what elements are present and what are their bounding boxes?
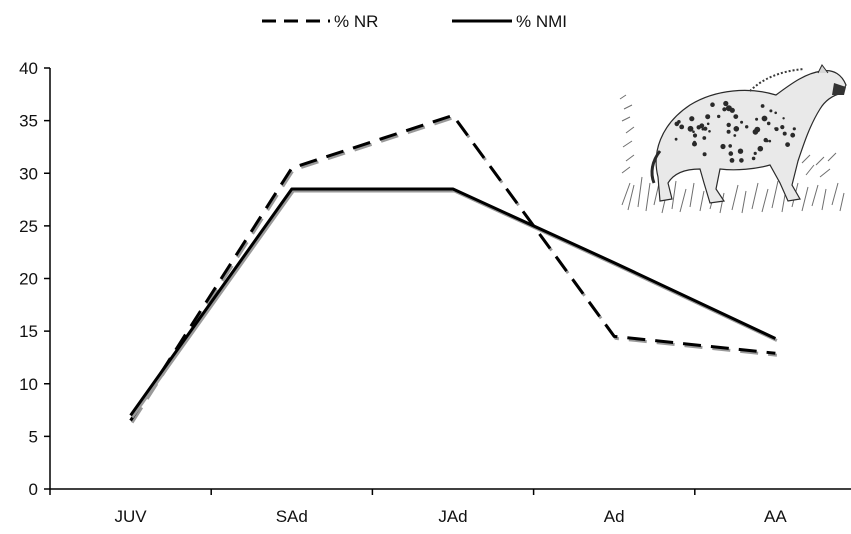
hyena-illustration bbox=[619, 64, 847, 215]
hyena-spot bbox=[755, 117, 759, 121]
hyena-spot bbox=[729, 107, 735, 113]
legend-label-nr: % NR bbox=[334, 12, 378, 31]
hyena-spot bbox=[703, 126, 708, 131]
hyena-spot bbox=[774, 127, 777, 130]
y-axis-ticks: 0 5 10 15 20 25 30 35 40 bbox=[19, 59, 50, 499]
hyena-spot bbox=[722, 107, 727, 112]
hyena-spot bbox=[733, 126, 740, 132]
hyena-spot bbox=[717, 114, 721, 119]
hyena-spot bbox=[699, 123, 705, 129]
hyena-spot bbox=[720, 143, 726, 150]
x-axis-ticks: JUV SAd JAd Ad AA bbox=[49, 489, 787, 526]
hyena-spot bbox=[693, 140, 696, 144]
hyena-spot bbox=[679, 124, 685, 130]
hyena-spot bbox=[745, 125, 749, 129]
hyena-spot bbox=[757, 145, 764, 152]
hyena-spot bbox=[692, 130, 695, 133]
hyena-spot bbox=[739, 158, 744, 163]
hyena-body bbox=[655, 70, 847, 204]
hyena-spot bbox=[674, 121, 680, 127]
y-tick-label: 25 bbox=[19, 217, 38, 236]
series-shadow-1 bbox=[130, 189, 778, 419]
hyena-spot bbox=[706, 122, 710, 126]
hyena-spot bbox=[705, 114, 711, 120]
hyena-spot bbox=[737, 148, 744, 154]
y-tick-label: 0 bbox=[29, 480, 38, 499]
hyena-spot bbox=[702, 136, 707, 140]
series-layer bbox=[129, 113, 778, 424]
hyena-spot bbox=[733, 134, 737, 137]
hyena-spot bbox=[753, 151, 757, 155]
x-tick-label: Ad bbox=[604, 507, 625, 526]
hyena-spot bbox=[689, 116, 695, 122]
hyena-spot bbox=[692, 133, 698, 138]
hyena-spot bbox=[768, 139, 772, 143]
hyena-spot bbox=[729, 158, 735, 163]
hyena-spot bbox=[701, 127, 705, 131]
hyena-snout bbox=[832, 83, 846, 95]
hyena-spot bbox=[708, 130, 711, 133]
hyena-spot bbox=[763, 137, 768, 143]
hyena-spot bbox=[792, 127, 796, 131]
y-tick-label: 15 bbox=[19, 322, 38, 341]
hyena-spot bbox=[785, 142, 790, 147]
hyena-spots bbox=[674, 100, 796, 163]
hyena-ear bbox=[817, 64, 829, 74]
hyena-spot bbox=[740, 120, 744, 124]
hyena-spot bbox=[728, 144, 732, 148]
hyena-spot bbox=[754, 126, 761, 133]
hyena-spot bbox=[726, 122, 731, 128]
y-tick-label: 30 bbox=[19, 164, 38, 183]
hyena-spot bbox=[782, 131, 787, 136]
series-shadow-0 bbox=[130, 115, 778, 424]
x-tick-label: JUV bbox=[115, 507, 148, 526]
series-line-nmi bbox=[129, 187, 777, 417]
y-tick-label: 5 bbox=[29, 427, 38, 446]
hyena-spot bbox=[723, 100, 729, 107]
y-tick-label: 35 bbox=[19, 112, 38, 131]
x-tick-label: JAd bbox=[438, 507, 467, 526]
hyena-spot bbox=[702, 152, 707, 157]
hyena-spot bbox=[782, 117, 785, 120]
hyena-spot bbox=[687, 125, 694, 132]
series-line-nr bbox=[129, 113, 776, 422]
y-tick-label: 10 bbox=[19, 375, 38, 394]
y-tick-label: 40 bbox=[19, 59, 38, 78]
hyena-spot bbox=[774, 111, 777, 115]
hyena-spot bbox=[769, 109, 773, 113]
legend: % NR % NMI bbox=[262, 12, 567, 31]
hyena-tail bbox=[650, 150, 662, 184]
hyena-spot bbox=[760, 104, 765, 108]
x-tick-label: SAd bbox=[276, 507, 308, 526]
hyena-spot bbox=[751, 156, 756, 161]
x-tick-label: AA bbox=[764, 507, 787, 526]
hyena-spot bbox=[726, 129, 731, 134]
hyena-spot bbox=[733, 114, 739, 119]
hyena-spot bbox=[674, 137, 678, 141]
legend-label-nmi: % NMI bbox=[516, 12, 567, 31]
hyena-spot bbox=[710, 102, 715, 107]
hyena-spot bbox=[790, 132, 796, 138]
hyena-spot bbox=[761, 115, 768, 122]
hyena-spot bbox=[780, 125, 785, 130]
hyena-spot bbox=[766, 121, 771, 126]
hyena-spot bbox=[728, 151, 734, 156]
y-tick-label: 20 bbox=[19, 270, 38, 289]
hyena-mane bbox=[749, 68, 805, 92]
